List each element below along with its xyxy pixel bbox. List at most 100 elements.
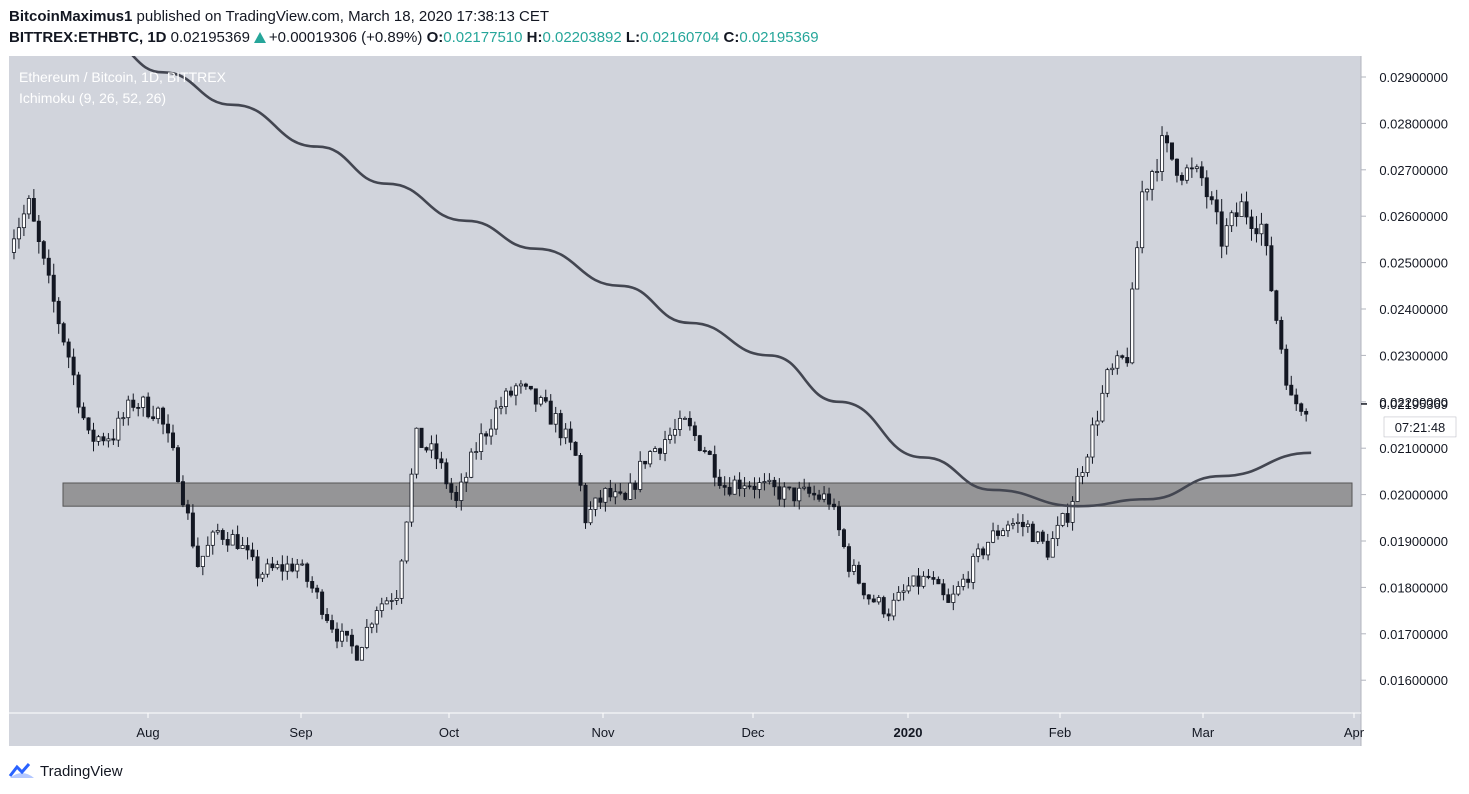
candle-body-up [891, 599, 896, 617]
candle-body-down [320, 591, 325, 615]
support-zone-band[interactable] [62, 482, 1353, 507]
candle [1140, 180, 1145, 254]
candle-body-up [1224, 225, 1229, 247]
candle [692, 421, 697, 441]
candle-body-down [166, 423, 171, 434]
candle-body-down [583, 484, 588, 524]
candle-body-down [846, 546, 851, 572]
candle-body-up [96, 436, 101, 442]
candle [76, 371, 81, 414]
candle-body-down [131, 399, 136, 408]
candle [1105, 367, 1110, 398]
candle-body-up [300, 563, 305, 566]
price-tick-label: 0.02900000 [1379, 70, 1448, 85]
candle [81, 402, 86, 420]
candle-body-down [841, 529, 846, 547]
candle [1005, 520, 1010, 537]
low-value: 0.02160704 [640, 29, 720, 46]
candle-body-up [1095, 420, 1100, 426]
candle [335, 622, 340, 649]
low-label: L: [625, 29, 641, 46]
candle-body-down [722, 485, 727, 488]
candle [886, 608, 891, 622]
candle-body-up [553, 413, 558, 425]
candle-body-up [215, 530, 220, 533]
price-axis-area [1361, 56, 1460, 746]
candle-body-down [101, 436, 106, 442]
candle-body-up [1085, 456, 1090, 473]
candle-body-up [399, 560, 404, 599]
candle-body-down [1214, 199, 1219, 213]
candle [727, 477, 732, 497]
candle-body-up [1194, 166, 1199, 169]
candle-body-down [1254, 228, 1259, 235]
candle [180, 475, 185, 508]
candle-body-down [1165, 135, 1170, 144]
candle [424, 446, 429, 453]
candle-body-down [449, 483, 454, 493]
candle [603, 487, 608, 512]
candle [543, 389, 548, 404]
candle [553, 406, 558, 433]
legend-indicator[interactable]: Ichimoku (9, 26, 52, 26) [19, 90, 166, 106]
candle [568, 421, 573, 451]
tradingview-brand[interactable]: TradingView [40, 762, 123, 780]
candle [315, 584, 320, 599]
candle-body-down [528, 385, 533, 390]
candle [658, 447, 663, 461]
chart-header: BitcoinMaximus1 published on TradingView… [9, 6, 1459, 49]
price-tick-label: 0.01600000 [1379, 673, 1448, 688]
candle [31, 189, 36, 222]
candle-body-up [494, 407, 499, 430]
candle-body-up [896, 591, 901, 601]
candle-body-down [250, 549, 255, 558]
candle-body-down [1264, 223, 1269, 247]
candle-body-up [1001, 530, 1006, 536]
price-tick-label: 0.02500000 [1379, 256, 1448, 271]
candle-body-down [354, 645, 359, 661]
candle-body-down [886, 613, 891, 617]
candle-body-up [503, 390, 508, 407]
candle-body-up [757, 482, 762, 490]
time-tick-label: Apr [1344, 725, 1365, 740]
candle-body-down [1249, 216, 1254, 229]
candle-body-up [1115, 355, 1120, 369]
candle [1214, 189, 1219, 225]
candle [339, 623, 344, 648]
candle [792, 487, 797, 507]
candle [1075, 468, 1080, 502]
candle-body-down [812, 492, 817, 496]
candle-body-up [653, 448, 658, 452]
publish-line: BitcoinMaximus1 published on TradingView… [9, 6, 1459, 27]
candle [1179, 172, 1184, 186]
price-tick-label: 0.02300000 [1379, 348, 1448, 363]
candle-body-up [563, 428, 568, 439]
candle-body-down [290, 563, 295, 572]
candle [832, 498, 837, 510]
moving-average-line[interactable] [103, 40, 1312, 508]
candle [175, 444, 180, 483]
candle [563, 423, 568, 445]
candle-body-down [419, 427, 424, 448]
candle-body-up [906, 585, 911, 592]
candle-body-down [439, 458, 444, 464]
candle [61, 321, 66, 346]
candle-body-down [325, 614, 330, 621]
candle [966, 571, 971, 589]
candle-body-down [523, 383, 528, 387]
tradingview-logo-icon[interactable] [8, 762, 36, 780]
candle [1199, 161, 1204, 186]
candle [1070, 496, 1075, 531]
candle [330, 614, 335, 633]
candle-body-down [225, 539, 230, 546]
author-name[interactable]: BitcoinMaximus1 [9, 8, 133, 25]
candle [1020, 514, 1025, 537]
candle-body-up [588, 509, 593, 524]
candle [116, 411, 121, 447]
candle [1135, 241, 1140, 290]
candle-body-down [1234, 212, 1239, 217]
candle-body-up [275, 564, 280, 569]
candle [1299, 402, 1304, 416]
candle [976, 543, 981, 563]
